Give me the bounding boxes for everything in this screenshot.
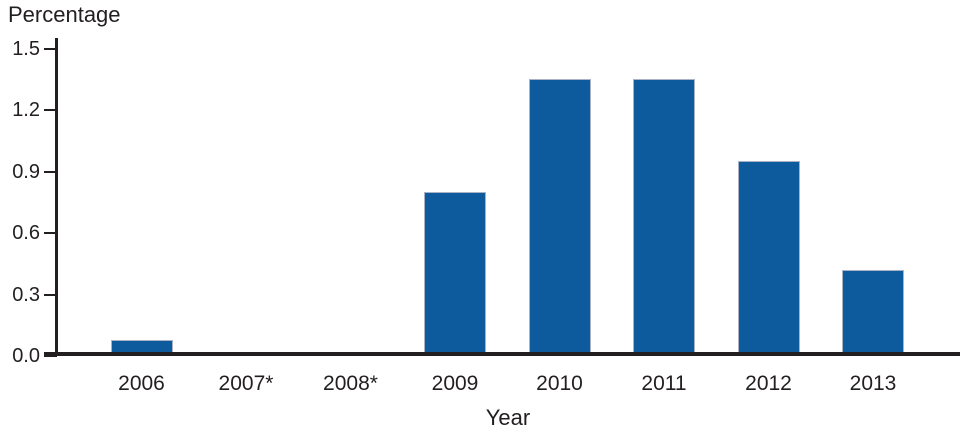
x-tick-label-2012: 2012 [745,372,792,395]
y-tick-label: 1.5 [12,37,40,60]
y-tick-label: 0.0 [12,345,40,367]
x-tick-label-2008: 2008* [323,372,378,395]
x-axis-title: Year [485,405,531,430]
y-tick-label: 0.3 [12,283,40,306]
bar-2013 [842,269,904,356]
y-tick-mark [44,293,57,296]
y-tick-mark [44,109,57,111]
y-tick-mark [44,170,57,173]
y-axis-title: Percentage [8,2,121,27]
y-tick-label: 1.2 [12,99,40,121]
x-tick-label-2011: 2011 [641,372,687,395]
bar-2011 [633,79,695,356]
y-tick-mark [44,355,57,357]
bar-2006 [110,339,173,356]
y-tick-label: 0.9 [12,160,40,183]
y-tick-mark [44,47,57,50]
bar-2009 [424,192,486,356]
bar-2010 [528,79,591,356]
x-tick-label-2007: 2007* [218,372,274,395]
x-axis-line [44,352,960,356]
x-tick-label-2009: 2009 [431,372,479,395]
x-tick-label-2013: 2013 [849,372,897,395]
y-tick-mark [44,232,57,234]
y-tick-label: 0.6 [12,222,40,244]
y-axis-line [55,38,58,356]
x-tick-label-2010: 2010 [536,372,583,395]
x-tick-label-2006: 2006 [118,372,165,395]
bar-2012 [737,161,800,356]
